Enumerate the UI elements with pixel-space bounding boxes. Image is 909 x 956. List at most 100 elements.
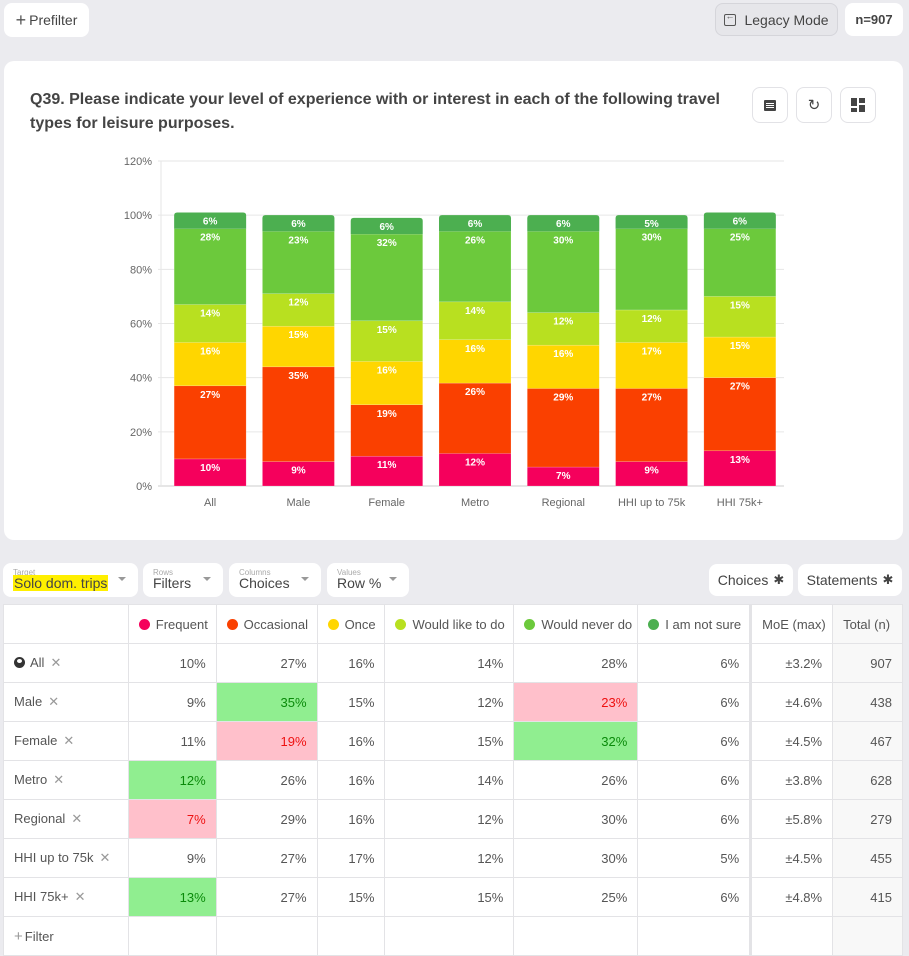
- x-tick-label: All: [204, 497, 216, 509]
- empty-cell: [215, 916, 318, 956]
- rows-select[interactable]: Rows Filters: [143, 563, 223, 597]
- row-label: Male: [14, 694, 43, 709]
- column-header[interactable]: Once: [316, 604, 386, 644]
- bar-segment: [173, 228, 247, 305]
- bar-segment: [173, 385, 247, 460]
- total-cell: 628: [832, 760, 903, 800]
- x-tick-label: Female: [368, 497, 405, 509]
- x-tick-label: Regional: [542, 497, 585, 509]
- total-cell: 907: [832, 643, 903, 683]
- data-label: 9%: [291, 466, 306, 477]
- value-cell: 16%: [316, 643, 386, 683]
- gear-icon: ✱: [882, 572, 894, 587]
- column-header[interactable]: Would never do: [513, 604, 639, 644]
- column-header-label: Would like to do: [412, 616, 505, 632]
- bar-segment: [615, 215, 688, 229]
- add-filter-button[interactable]: + Filter: [3, 916, 129, 956]
- bar-segment: [527, 388, 600, 468]
- data-label: 13%: [730, 455, 750, 466]
- value-cell: 6%: [637, 760, 752, 800]
- data-label: 15%: [377, 325, 397, 336]
- top-bar: + Prefilter Legacy Mode n=907: [0, 0, 909, 44]
- column-header[interactable]: Total (n): [832, 604, 903, 644]
- remove-filter-icon[interactable]: ✕: [74, 889, 86, 904]
- value-cell: 26%: [513, 760, 639, 800]
- legacy-mode-button[interactable]: Legacy Mode: [715, 3, 838, 36]
- table-header-row: Frequent Occasional Once Would like to do Wo…: [3, 604, 903, 644]
- data-label: 19%: [377, 409, 397, 420]
- statements-settings-button[interactable]: Statements ✱: [798, 564, 902, 596]
- add-prefilter-button[interactable]: + Prefilter: [4, 3, 89, 37]
- refresh-button[interactable]: ↻: [796, 87, 832, 123]
- stacked-bar-chart: 0% 20% 40% 60% 80% 100% 120% 10% 27% 16% 14% 28% 6% A…: [124, 156, 784, 509]
- data-label: 6%: [556, 219, 571, 230]
- row-label: Female: [14, 733, 58, 748]
- row-label: HHI up to 75k: [14, 850, 94, 865]
- value-cell: 14%: [384, 760, 515, 800]
- moe-cell: ±3.8%: [749, 760, 834, 800]
- remove-filter-icon[interactable]: ✕: [71, 811, 83, 826]
- moe-cell: ±4.5%: [749, 721, 834, 761]
- value-cell: 12%: [384, 799, 515, 839]
- data-label: 6%: [203, 216, 218, 227]
- values-select[interactable]: Values Row %: [327, 563, 409, 597]
- corner-cell: [3, 604, 129, 644]
- legend-dot-icon: [138, 618, 150, 630]
- value-cell: 32%: [513, 721, 639, 761]
- table-row: HHI up to 75k ✕ 9% 27% 17% 12% 30% 5% ±4.5% 455: [3, 838, 903, 878]
- bar-segment: [262, 293, 335, 327]
- comment-icon: [764, 99, 776, 111]
- value-cell: 15%: [384, 721, 515, 761]
- value-cell: 16%: [316, 760, 386, 800]
- plus-icon: +: [15, 9, 27, 30]
- column-header[interactable]: Frequent: [127, 604, 217, 644]
- prefilter-label: Prefilter: [29, 12, 78, 28]
- column-header[interactable]: Occasional: [215, 604, 318, 644]
- data-label: 11%: [377, 460, 397, 471]
- bar-segment: [438, 382, 512, 454]
- data-label: 27%: [200, 390, 220, 401]
- value-cell: 27%: [215, 643, 318, 683]
- value-cell: 17%: [316, 838, 386, 878]
- value-cell: 15%: [316, 877, 386, 917]
- bar-segment: [173, 342, 247, 387]
- column-header[interactable]: Would like to do: [384, 604, 515, 644]
- data-label: 6%: [733, 216, 748, 227]
- comment-button[interactable]: [752, 87, 788, 123]
- value-cell: 27%: [215, 838, 318, 878]
- value-cell: 16%: [316, 799, 386, 839]
- value-cell: 28%: [513, 643, 639, 683]
- remove-filter-icon[interactable]: ✕: [50, 655, 62, 670]
- bar-segment: [173, 304, 247, 343]
- chart-card: 0% 20% 40% 60% 80% 100% 120% 10% 27% 16% 14% 28% 6% A…: [4, 61, 903, 540]
- remove-filter-icon[interactable]: ✕: [99, 850, 111, 865]
- column-header[interactable]: I am not sure: [637, 604, 752, 644]
- table-row: Male ✕ 9% 35% 15% 12% 23% 6% ±4.6% 438: [3, 682, 903, 722]
- choices-label: Choices: [717, 572, 769, 588]
- bar-segment: [438, 453, 512, 487]
- remove-filter-icon[interactable]: ✕: [53, 772, 65, 787]
- chevron-down-icon: [203, 577, 211, 581]
- value-cell: 6%: [637, 643, 752, 683]
- columns-select[interactable]: Columns Choices: [229, 563, 321, 597]
- value-cell: 9%: [127, 682, 217, 722]
- y-tick-label: 0%: [136, 481, 152, 493]
- value-cell: 7%: [127, 799, 217, 839]
- bar-segment: [527, 215, 600, 232]
- plus-icon: +: [14, 927, 23, 945]
- data-label: 16%: [200, 346, 220, 357]
- data-label: 6%: [291, 219, 306, 230]
- remove-filter-icon[interactable]: ✕: [48, 694, 60, 709]
- row-label: Regional: [14, 811, 66, 826]
- data-label: 15%: [730, 341, 750, 352]
- remove-filter-icon[interactable]: ✕: [63, 733, 75, 748]
- dashboard-button[interactable]: [840, 87, 876, 123]
- data-label: 14%: [465, 306, 485, 317]
- row-label-cell: Metro ✕: [3, 760, 129, 800]
- data-label: 35%: [288, 371, 308, 382]
- rows-label: Rows: [153, 568, 174, 577]
- bar-segment: [350, 217, 423, 235]
- column-header[interactable]: MoE (max): [749, 604, 834, 644]
- target-select[interactable]: Target Solo dom. trips: [3, 563, 138, 597]
- choices-settings-button[interactable]: Choices ✱: [709, 564, 793, 596]
